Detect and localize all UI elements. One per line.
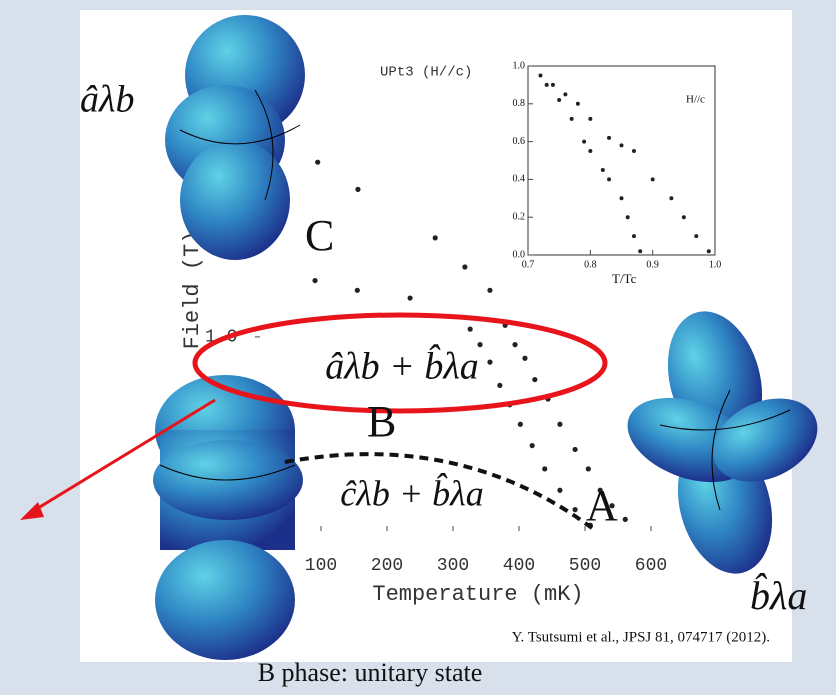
y-tick-label: 0.8 [513, 98, 526, 109]
point [586, 466, 591, 471]
phase-c: C [305, 211, 334, 260]
slide: 1002003004005006001.01.2.50.70.80.91.00.… [0, 0, 836, 695]
credit: Y. Tsutsumi et al., JPSJ 81, 074717 (201… [512, 629, 770, 645]
phase-a: A [586, 481, 618, 530]
y-tick-label: 1.0 [513, 60, 526, 71]
x-tick-label: 600 [635, 556, 667, 576]
point [545, 83, 549, 87]
point [542, 466, 547, 471]
caption: B phase: unitary state [258, 658, 483, 687]
point [312, 278, 317, 283]
point [694, 234, 698, 238]
point [530, 443, 535, 448]
point [433, 235, 438, 240]
point [563, 92, 567, 96]
point [355, 187, 360, 192]
x-tick-label: 300 [437, 556, 469, 576]
y-tick-label: 0.6 [513, 136, 526, 147]
x-tick-label: 0.8 [584, 259, 597, 270]
inset-annotation: H//c [686, 94, 705, 106]
point [518, 422, 523, 427]
point [638, 249, 642, 253]
point [623, 517, 628, 522]
y-axis-label: Field (T) [180, 231, 205, 350]
label-top-left: âλb [80, 79, 134, 121]
inset-x-label: T/Tc [612, 271, 637, 286]
x-tick-label: 500 [569, 556, 601, 576]
x-tick-label: 100 [305, 556, 337, 576]
point [607, 177, 611, 181]
point [582, 140, 586, 144]
point [632, 234, 636, 238]
point [669, 196, 673, 200]
point [588, 117, 592, 121]
y-tick-label: 0.0 [513, 249, 526, 260]
x-tick-label: 0.9 [646, 259, 659, 270]
point [682, 215, 686, 219]
point [576, 102, 580, 106]
point [651, 177, 655, 181]
point [620, 143, 624, 147]
point [355, 288, 360, 293]
point [462, 264, 467, 269]
point [315, 160, 320, 165]
x-tick-label: 400 [503, 556, 535, 576]
point [620, 196, 624, 200]
point [532, 377, 537, 382]
x-tick-label: 200 [371, 556, 403, 576]
x-tick-label: 0.7 [522, 259, 535, 270]
point [557, 422, 562, 427]
point [551, 83, 555, 87]
y-tick-label: 0.4 [513, 174, 526, 185]
point [497, 383, 502, 388]
x-tick-label: 1.0 [709, 259, 722, 270]
point [468, 327, 473, 332]
label-b-low: ĉλb + b̂λa [340, 472, 483, 513]
point [522, 356, 527, 361]
point [570, 117, 574, 121]
point [487, 360, 492, 365]
point [538, 73, 542, 77]
x-axis-label: Temperature (mK) [372, 582, 583, 607]
phase-b: B [367, 397, 396, 446]
point [601, 168, 605, 172]
point [487, 288, 492, 293]
point [573, 507, 578, 512]
point [626, 215, 630, 219]
point [607, 136, 611, 140]
point [557, 488, 562, 493]
orbital-bottom-left [153, 375, 303, 660]
y-tick-label: 0.2 [513, 211, 526, 222]
point [573, 447, 578, 452]
point [588, 149, 592, 153]
label-b-phase: âλb + b̂λa [325, 344, 479, 388]
point [512, 342, 517, 347]
point [632, 149, 636, 153]
point [408, 295, 413, 300]
point [557, 98, 561, 102]
label-bottom-right: b̂λa [750, 573, 807, 618]
point [707, 249, 711, 253]
plot-annotation: UPt3 (H//c) [380, 65, 472, 81]
